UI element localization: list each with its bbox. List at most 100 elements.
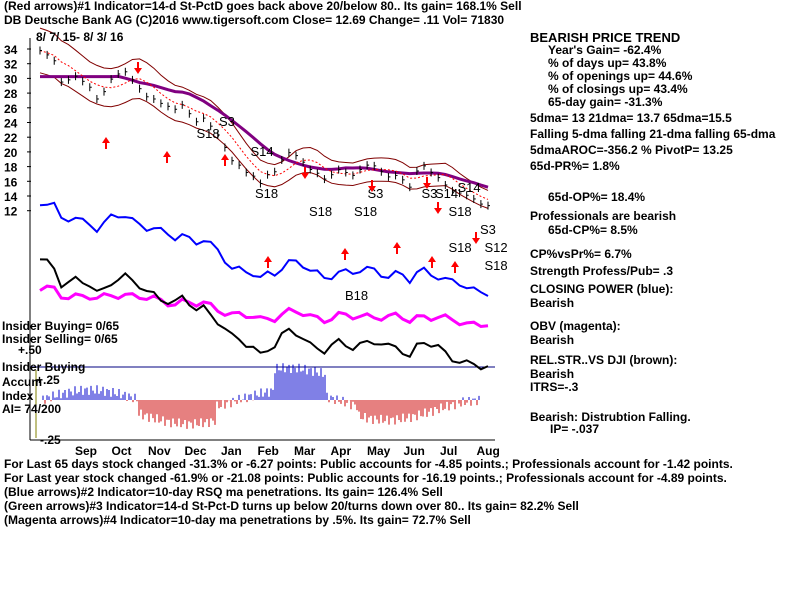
relstr-label: REL.STR..VS DJI (brown): bbox=[530, 353, 678, 367]
signal-arrow-head bbox=[102, 137, 110, 143]
closing-power-status: Bearish bbox=[530, 296, 575, 310]
y-tick-label: 20 bbox=[4, 146, 18, 160]
month-label: Sep bbox=[75, 444, 97, 458]
y-tick-label: 12 bbox=[4, 205, 18, 219]
signal-arrow-head bbox=[428, 256, 436, 262]
minus25-label: -.25 bbox=[40, 433, 61, 447]
signal-annotation: S3 bbox=[422, 186, 438, 201]
obv-label: OBV (magenta): bbox=[530, 319, 621, 333]
openings-up: % of openings up= 44.6% bbox=[548, 69, 693, 83]
pr-percent: 65d-PR%= 1.8% bbox=[530, 159, 620, 173]
y-tick-label: 18 bbox=[4, 161, 18, 175]
ip-value: IP= -.037 bbox=[550, 422, 600, 436]
plus50-label: +.50 bbox=[18, 343, 42, 357]
signal-arrow-head bbox=[451, 261, 459, 267]
signal-annotation: S18 bbox=[255, 186, 278, 201]
lower-band bbox=[39, 72, 489, 209]
plus25-label: +.25 bbox=[36, 373, 60, 387]
month-label: Aug bbox=[477, 444, 500, 458]
accum-label: Accum bbox=[2, 375, 43, 389]
obv-line bbox=[39, 284, 489, 329]
dma-values: 5dma= 13 21dma= 13.7 65dma=15.5 bbox=[530, 111, 732, 125]
signal-annotation: S18 bbox=[197, 126, 220, 141]
ai-label: AI= 74/200 bbox=[2, 402, 62, 416]
signal-arrow-head bbox=[423, 183, 431, 189]
signal-header: (Red arrows)#1 Indicator=14-d St-PctD go… bbox=[4, 0, 522, 13]
footer-65day: For Last 65 days stock changed -31.3% or… bbox=[4, 457, 733, 471]
footer-magenta-arrows: (Magenta arrows)#4 Indicator=10-day ma p… bbox=[4, 513, 471, 527]
month-label: Feb bbox=[258, 444, 279, 458]
index-label: Index bbox=[2, 389, 34, 403]
signal-annotation: S18 bbox=[449, 204, 472, 219]
y-tick-label: 30 bbox=[4, 72, 18, 86]
signal-arrow-head bbox=[341, 248, 349, 254]
y-tick-label: 16 bbox=[4, 175, 18, 189]
days-up: % of days up= 43.8% bbox=[548, 56, 667, 70]
distribution-status: Bearish: Distrubtion Falling. bbox=[530, 410, 691, 424]
signal-annotation: S18 bbox=[449, 240, 472, 255]
month-label: May bbox=[367, 444, 391, 458]
footer-blue-arrows: (Blue arrows)#2 Indicator=10-day RSQ ma … bbox=[4, 485, 443, 499]
closings-up: % of closings up= 43.4% bbox=[548, 82, 688, 96]
closing-power-label: CLOSING POWER (blue): bbox=[530, 282, 674, 296]
falling-dma: Falling 5-dma falling 21-dma falling 65-… bbox=[530, 127, 776, 141]
obv-status: Bearish bbox=[530, 333, 575, 347]
month-label: Jul bbox=[440, 444, 457, 458]
signal-arrow-head bbox=[393, 242, 401, 248]
aroc-pivot: 5dmaAROC=-356.2 % PivotP= 13.25 bbox=[530, 143, 733, 157]
y-tick-label: 24 bbox=[4, 117, 18, 131]
date-range: 8/ 7/ 15- 8/ 3/ 16 bbox=[36, 30, 124, 44]
insider-buying-label: Insider Buying= 0/65 bbox=[2, 319, 120, 333]
signal-arrow-head bbox=[368, 186, 376, 192]
month-label: Oct bbox=[112, 444, 132, 458]
years-gain: Year's Gain= -62.4% bbox=[548, 43, 662, 57]
insider-selling-label: Insider Selling= 0/65 bbox=[2, 332, 118, 346]
op-percent: 65d-OP%= 18.4% bbox=[548, 190, 646, 204]
signal-annotation: S14 bbox=[435, 186, 458, 201]
ma21-dotted-line bbox=[39, 50, 489, 200]
y-tick-label: 32 bbox=[4, 58, 18, 72]
strength-ratio: Strength Profess/Pub= .3 bbox=[530, 264, 674, 278]
signal-annotation: S3 bbox=[219, 114, 235, 129]
closing-power-line bbox=[39, 201, 489, 297]
relstr-status: Bearish bbox=[530, 367, 575, 381]
signal-annotation: B18 bbox=[345, 288, 368, 303]
month-label: Mar bbox=[294, 444, 316, 458]
signal-annotation: S14 bbox=[458, 180, 481, 195]
month-label: Nov bbox=[148, 444, 171, 458]
footer-green-arrows: (Green arrows)#3 Indicator=14-d St-Pct-D… bbox=[4, 499, 579, 513]
y-tick-label: 22 bbox=[4, 131, 18, 145]
itrs-value: ITRS=-.3 bbox=[530, 380, 579, 394]
signal-arrow-head bbox=[134, 68, 142, 74]
y-tick-label: 34 bbox=[4, 43, 18, 57]
cp-percent: 65d-CP%= 8.5% bbox=[548, 223, 638, 237]
signal-annotation: S18 bbox=[485, 258, 508, 273]
upper-band bbox=[39, 27, 489, 191]
y-tick-label: 28 bbox=[4, 87, 18, 101]
signal-arrow-head bbox=[434, 208, 442, 214]
signal-arrow-head bbox=[301, 173, 309, 179]
month-label: Jun bbox=[404, 444, 425, 458]
professionals-status: Professionals are bearish bbox=[530, 209, 677, 223]
signal-annotation: S3 bbox=[480, 222, 496, 237]
cp-vs-pr: CP%vsPr%= 6.7% bbox=[530, 247, 632, 261]
signal-arrow-head bbox=[264, 256, 272, 262]
footer-year: For Last year stock changed -61.9% or -2… bbox=[4, 471, 727, 485]
signal-annotation: S12 bbox=[485, 240, 508, 255]
signal-annotation: S14 bbox=[251, 144, 274, 159]
insider-buying-legend: Insider Buying bbox=[2, 360, 86, 374]
month-label: Jan bbox=[221, 444, 242, 458]
y-tick-label: 26 bbox=[4, 102, 18, 116]
trend-title: BEARISH PRICE TREND bbox=[530, 30, 681, 45]
gain-65: 65-day gain= -31.3% bbox=[548, 95, 663, 109]
stock-header: DB Deutsche Bank AG (C)2016 www.tigersof… bbox=[4, 13, 505, 27]
signal-arrow-head bbox=[472, 238, 480, 244]
signal-annotation: S18 bbox=[309, 204, 332, 219]
ma65-line bbox=[40, 74, 489, 189]
month-label: Apr bbox=[331, 444, 352, 458]
signal-arrow-head bbox=[221, 154, 229, 160]
relative-strength-line bbox=[39, 258, 489, 371]
signal-annotation: S18 bbox=[354, 204, 377, 219]
signal-arrow-head bbox=[163, 151, 171, 157]
